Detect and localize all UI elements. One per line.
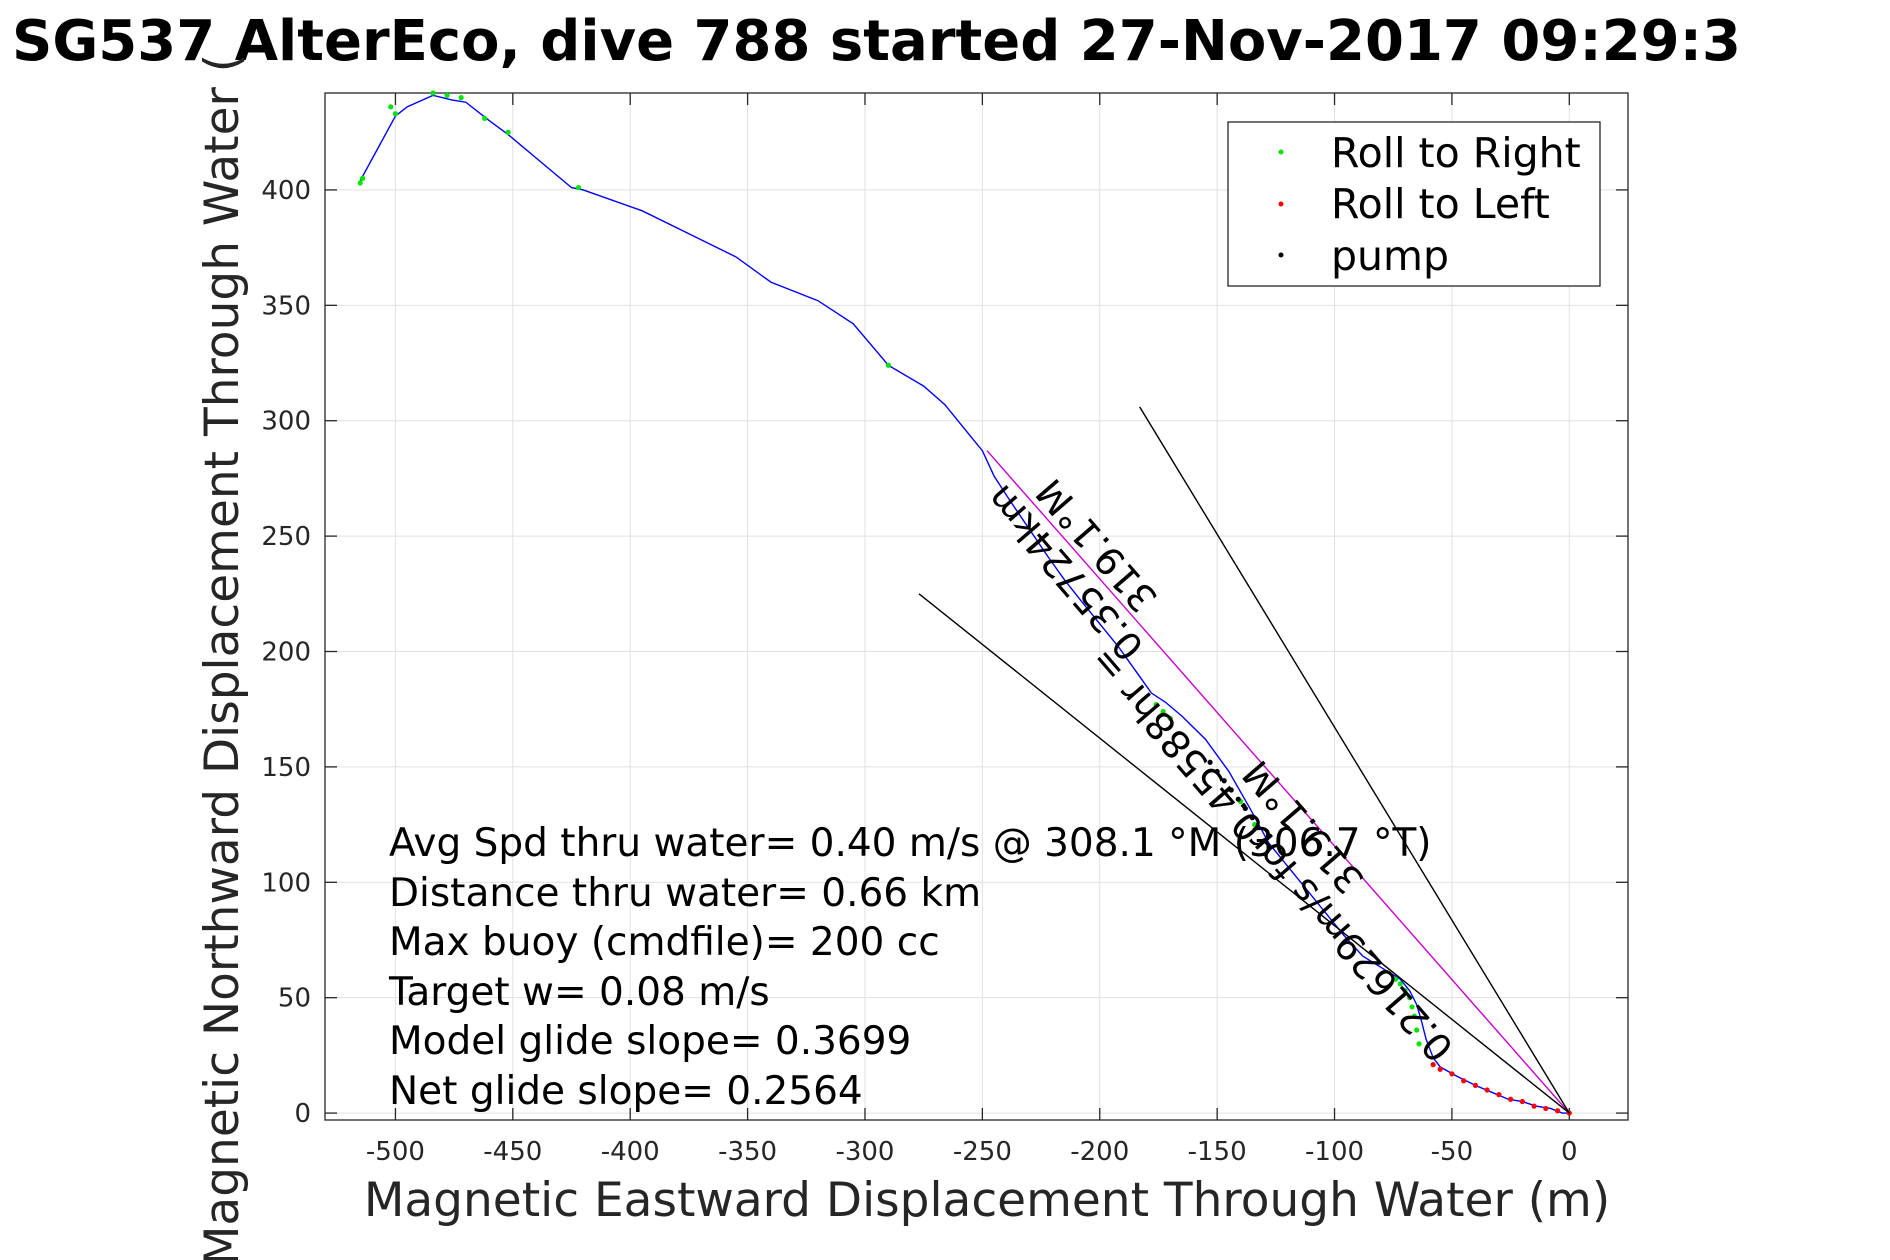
y-tick-label: 50 [278,984,311,1014]
y-tick-label: 0 [294,1099,311,1129]
data-point-roll-to-right [359,175,366,181]
y-tick-label: 350 [261,291,311,321]
series-line [359,94,1570,1114]
data-point-roll-to-right [1407,995,1413,1001]
data-point-roll-to-left [1519,1098,1525,1105]
y-tick-label: 400 [261,176,311,206]
x-tick-label: 0 [1561,1137,1578,1167]
data-point-pump [1207,759,1213,765]
x-tick-label: -450 [483,1137,542,1167]
x-tick-label: -400 [601,1137,660,1167]
x-axis-label: Magnetic Eastward Displacement Through W… [364,1173,1610,1228]
data-point-roll-to-right [1416,1041,1422,1047]
x-tick-label: -250 [953,1137,1012,1167]
annotation-net-glide: Net glide slope= 0.2564 [389,1069,863,1114]
x-tick-label: -50 [1431,1137,1473,1167]
series-line [918,593,1570,1114]
series-line [1139,406,1570,1114]
data-point-roll-to-right [392,111,399,117]
x-tick-label: -150 [1188,1137,1247,1167]
plot-frame [324,92,1629,1121]
annotation-distance: Distance thru water= 0.66 km [389,871,981,916]
x-tick-label: -200 [1070,1137,1129,1167]
y-ticks: 0 50 100 150 200 250 300 350 400 [261,176,1628,1129]
data-point-roll-to-right [1392,976,1399,982]
series-layer [357,90,1572,1116]
data-point-roll-to-right [575,185,582,191]
data-point-roll-to-right [1160,708,1166,715]
data-point-roll-to-left [1508,1096,1514,1102]
x-tick-label: -300 [835,1137,894,1167]
x-tick-label: -350 [718,1137,777,1167]
data-point-roll-to-left [1496,1092,1502,1098]
y-tick-label: 100 [261,868,311,898]
data-point-roll-to-right [388,104,394,110]
data-point-roll-to-right [1411,1013,1417,1019]
data-point-roll-to-left [1554,1108,1561,1114]
legend-marker-roll-left [1278,201,1284,207]
chart-title: SG537 AlterEco, dive 788 started 27-Nov-… [12,9,1741,74]
y-tick-label: 300 [261,407,311,437]
data-point-roll-to-right [430,90,436,96]
data-point-roll-to-left [1461,1078,1467,1084]
data-point-roll-to-right [458,95,464,101]
data-point-roll-to-right [1252,821,1258,828]
data-point-roll-to-right [1397,981,1403,987]
data-point-roll-to-right [1409,1004,1415,1010]
y-axis-label: Magnetic Northward Displacement Through … [195,54,250,1260]
data-point-roll-to-left [1484,1087,1490,1093]
legend-label-roll-right: Roll to Right [1331,129,1581,177]
data-point-roll-to-right [1153,701,1159,708]
data-point-pump [1249,815,1255,821]
data-point-pump [1242,805,1248,812]
data-point-roll-to-left [1430,1062,1436,1068]
data-point-roll-to-left [1543,1105,1549,1112]
data-point-roll-to-right [1167,715,1173,722]
y-tick-label: 250 [261,522,311,552]
data-point-roll-to-left [1531,1103,1537,1109]
data-point-roll-to-right [357,180,363,186]
legend-label-pump: pump [1331,232,1449,280]
data-point-pump [1214,768,1220,775]
data-point-roll-to-left [1437,1066,1443,1072]
data-point-roll-to-right [505,129,511,135]
annotation-max-buoy: Max buoy (cmdfile)= 200 cc [389,920,940,965]
y-tick-label: 200 [261,638,311,668]
legend-label-roll-left: Roll to Left [1331,180,1550,228]
annotation-avg-speed: Avg Spd thru water= 0.40 m/s @ 308.1 °M … [389,821,1432,866]
annotation-model-glide: Model glide slope= 0.3699 [389,1019,911,1064]
legend-box [1227,121,1601,287]
x-tick-label: -100 [1305,1137,1364,1167]
data-point-roll-to-right [444,92,450,98]
data-point-roll-to-right [1266,845,1272,851]
data-point-pump [1221,778,1227,784]
x-tick-label: -500 [366,1137,425,1167]
data-point-roll-to-right [1414,1027,1420,1033]
annotations: Avg Spd thru water= 0.40 m/s @ 308.1 °M … [388,821,1432,1114]
data-point-pump [1228,787,1234,793]
data-point-roll-to-right [482,115,488,121]
x-ticks: -500 -450 -400 -350 -300 -250 -200 -150 -100 -50 0 [366,93,1578,1167]
data-point-roll-to-left [1472,1082,1478,1088]
series-line [986,450,1570,1114]
y-tick-label: 150 [261,753,311,783]
legend-marker-pump [1278,252,1284,258]
annotation-target-w: Target w= 0.08 m/s [388,970,770,1015]
data-point-roll-to-right [885,362,892,368]
legend: Roll to Right Roll to Left pump [1227,121,1601,287]
data-point-roll-to-left [1449,1071,1455,1077]
data-point-roll-to-right [1402,988,1408,994]
data-point-pump [1235,796,1241,802]
legend-marker-roll-right [1278,149,1284,155]
